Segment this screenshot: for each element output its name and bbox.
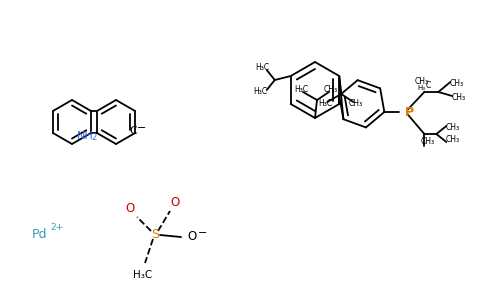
Text: CH₃: CH₃ [324, 85, 338, 94]
Text: O: O [187, 230, 196, 244]
Text: C: C [426, 82, 431, 91]
Text: H₃C: H₃C [254, 88, 268, 97]
Text: H₃C: H₃C [256, 64, 270, 73]
Text: Pd: Pd [32, 229, 47, 242]
Text: H₃C: H₃C [294, 85, 308, 94]
Text: CH₃: CH₃ [420, 137, 435, 146]
Text: O: O [170, 196, 180, 208]
Text: P: P [406, 106, 414, 119]
Text: CH₃: CH₃ [451, 94, 466, 103]
Text: CH₃: CH₃ [445, 124, 459, 133]
Text: CH₃: CH₃ [348, 100, 363, 109]
Text: CH₃: CH₃ [445, 136, 459, 145]
Text: H₃C: H₃C [134, 270, 152, 280]
Text: C: C [129, 126, 137, 136]
Text: −: − [137, 123, 146, 133]
Text: CH₃: CH₃ [414, 77, 428, 86]
Text: S: S [151, 229, 159, 242]
Text: 2+: 2+ [50, 224, 63, 232]
Text: H₃: H₃ [417, 85, 425, 91]
Text: 2: 2 [91, 134, 96, 142]
Text: NH: NH [77, 131, 94, 141]
Text: H₃C: H₃C [318, 100, 333, 109]
Text: −: − [198, 228, 207, 238]
Text: O: O [125, 202, 135, 214]
Text: CH₃: CH₃ [449, 80, 463, 88]
